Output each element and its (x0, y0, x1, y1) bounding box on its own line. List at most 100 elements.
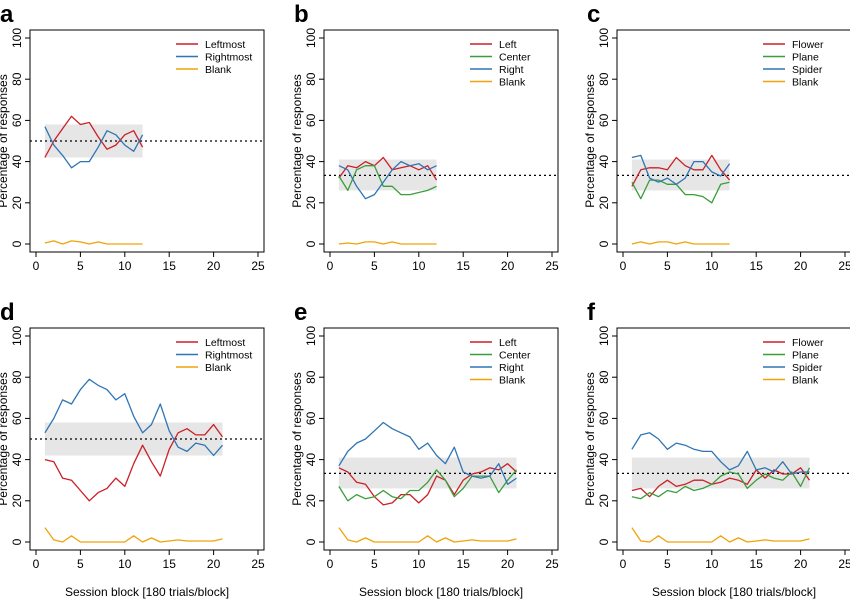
y-tick-label: 60 (304, 411, 318, 425)
legend-label: Plane (792, 52, 819, 64)
y-tick-label: 60 (10, 411, 24, 425)
series-line-rightmost (44, 126, 144, 169)
x-tick-label: 10 (412, 557, 426, 571)
series-line-blank (338, 241, 437, 245)
series-line-blank (44, 527, 223, 543)
legend-label: Flower (792, 337, 824, 349)
chart-panel-f: f 0 5 10 15 20 25 0 20 40 60 80 100 Percentage of res… (583, 299, 850, 599)
panel-letter: b (294, 1, 309, 28)
series-line-flower (631, 154, 731, 187)
x-tick-label: 0 (33, 557, 40, 571)
y-tick-label: 40 (304, 453, 318, 467)
x-tick-label: 25 (838, 557, 850, 571)
y-tick-label: 100 (304, 326, 318, 346)
x-tick-label: 20 (501, 557, 515, 571)
y-tick-label: 40 (304, 155, 318, 169)
plot-frame (616, 29, 850, 253)
legend-label: Right (499, 64, 524, 76)
x-tick-label: 10 (118, 557, 132, 571)
x-tick-label: 15 (457, 557, 471, 571)
panel-letter: c (587, 1, 600, 28)
series-line-flower (631, 467, 811, 498)
legend-label: Center (499, 52, 531, 64)
x-tick-label: 20 (207, 259, 221, 273)
chance-band (338, 457, 517, 489)
x-tick-label: 15 (163, 259, 177, 273)
x-tick-label: 25 (545, 557, 559, 571)
x-tick-label: 25 (545, 259, 559, 273)
series-line-center (338, 165, 437, 196)
y-axis-label: Percentage of responses (583, 372, 597, 505)
x-tick-label: 5 (77, 259, 84, 273)
y-tick-label: 40 (597, 453, 611, 467)
x-tick-label: 25 (251, 557, 265, 571)
legend-label: Flower (792, 39, 824, 51)
x-tick-label: 15 (457, 259, 471, 273)
legend-label: Left (499, 337, 517, 349)
chart-panel-b: b 0 5 10 15 20 25 0 20 40 60 80 100 Percentage of res… (290, 1, 559, 273)
panel-letter: e (294, 299, 307, 326)
x-axis-label: Session block [180 trials/block] (359, 585, 523, 599)
series-line-right (338, 160, 437, 200)
y-tick-label: 100 (10, 28, 24, 48)
y-tick-label: 20 (304, 196, 318, 210)
y-tick-label: 0 (304, 538, 318, 545)
x-tick-label: 20 (207, 557, 221, 571)
y-tick-label: 80 (10, 370, 24, 384)
y-tick-label: 60 (597, 411, 611, 425)
x-tick-label: 15 (750, 557, 764, 571)
legend-label: Spider (792, 64, 823, 76)
y-tick-label: 20 (304, 494, 318, 508)
y-tick-label: 100 (597, 28, 611, 48)
chart-panel-d: d 0 5 10 15 20 25 0 20 40 60 80 100 Percentage of res… (0, 299, 265, 599)
series-line-blank (631, 241, 730, 245)
y-tick-label: 20 (597, 196, 611, 210)
legend-label: Left (499, 39, 517, 51)
x-tick-label: 0 (33, 259, 40, 273)
x-tick-label: 25 (251, 259, 265, 273)
legend-label: Rightmost (205, 350, 252, 362)
series-line-blank (631, 527, 810, 543)
legend-label: Blank (499, 77, 526, 89)
chart-panel-e: e 0 5 10 15 20 25 0 20 40 60 80 100 Percentage of res… (290, 299, 559, 599)
legend-label: Blank (792, 77, 819, 89)
series-line-blank (44, 240, 143, 245)
legend-label: Center (499, 350, 531, 362)
series-line-left (338, 463, 517, 506)
y-tick-label: 0 (10, 240, 24, 247)
panel-letter: f (587, 299, 596, 326)
y-axis-label: Percentage of responses (290, 74, 304, 207)
y-tick-label: 60 (10, 113, 24, 127)
x-tick-label: 5 (371, 557, 378, 571)
x-tick-label: 0 (327, 259, 334, 273)
legend-label: Leftmost (205, 337, 245, 349)
y-tick-label: 20 (10, 494, 24, 508)
y-tick-label: 0 (597, 538, 611, 545)
x-tick-label: 5 (664, 557, 671, 571)
y-axis-label: Percentage of responses (0, 372, 10, 505)
y-tick-label: 80 (304, 370, 318, 384)
y-tick-label: 0 (597, 240, 611, 247)
y-tick-label: 80 (597, 370, 611, 384)
x-tick-label: 10 (705, 259, 719, 273)
y-tick-label: 40 (10, 155, 24, 169)
y-tick-label: 0 (10, 538, 24, 545)
x-tick-label: 0 (620, 557, 627, 571)
chart-panel-c: c 0 5 10 15 20 25 0 20 40 60 80 100 Percentage of res… (583, 1, 850, 273)
plot-frame (29, 327, 265, 551)
legend-label: Right (499, 362, 524, 374)
series-line-plane (631, 467, 811, 500)
x-tick-label: 10 (705, 557, 719, 571)
legend-label: Blank (205, 362, 232, 374)
series-line-left (338, 156, 438, 181)
plot-frame (29, 29, 265, 253)
y-tick-label: 60 (597, 113, 611, 127)
x-axis-label: Session block [180 trials/block] (652, 585, 816, 599)
legend-label: Blank (792, 375, 819, 387)
chart-panel-a: a 0 5 10 15 20 25 0 20 40 60 80 100 Percentage of res… (0, 1, 265, 273)
series-line-spider (631, 154, 731, 185)
series-line-right (338, 421, 517, 485)
series-line-leftmost (44, 423, 224, 502)
series-line-blank (338, 527, 517, 543)
